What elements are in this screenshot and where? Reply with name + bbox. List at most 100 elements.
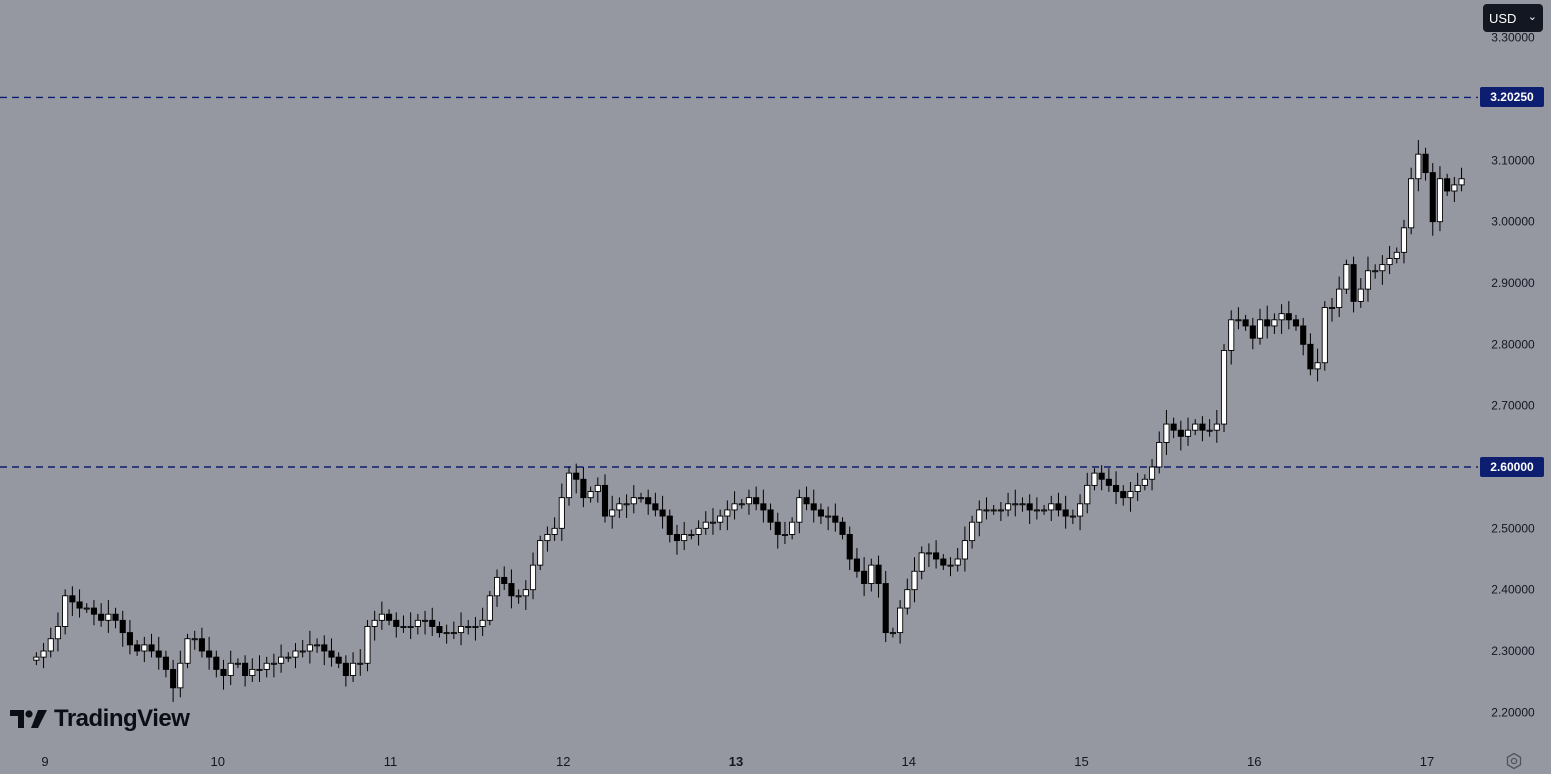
candle[interactable] (134, 639, 141, 656)
candle[interactable] (832, 503, 839, 532)
candle[interactable] (1141, 474, 1148, 491)
candle[interactable] (861, 557, 868, 597)
candle[interactable] (551, 517, 558, 541)
candle[interactable] (573, 463, 580, 494)
candle[interactable] (393, 612, 400, 638)
candle[interactable] (299, 639, 306, 658)
candle[interactable] (249, 658, 256, 682)
candle[interactable] (666, 509, 673, 543)
candle[interactable] (371, 610, 378, 641)
candle[interactable] (386, 609, 393, 626)
candle[interactable] (1127, 482, 1134, 512)
candle[interactable] (645, 489, 652, 515)
candle[interactable] (1005, 492, 1012, 517)
candle[interactable] (1249, 317, 1256, 350)
candle[interactable] (450, 621, 457, 640)
candle[interactable] (789, 517, 796, 540)
candle[interactable] (342, 655, 349, 687)
candle[interactable] (889, 627, 896, 638)
candle[interactable] (839, 517, 846, 540)
candle[interactable] (220, 659, 227, 690)
candle[interactable] (1012, 489, 1019, 517)
candle[interactable] (76, 589, 83, 618)
candle[interactable] (184, 633, 191, 669)
candle[interactable] (422, 610, 429, 635)
candle[interactable] (1084, 472, 1091, 514)
candle[interactable] (709, 508, 717, 535)
candle[interactable] (623, 494, 630, 518)
candle[interactable] (954, 547, 961, 572)
candle[interactable] (1292, 314, 1300, 331)
candle[interactable] (493, 569, 501, 607)
candle[interactable] (1220, 344, 1228, 433)
candle[interactable] (724, 500, 731, 531)
candle[interactable] (270, 653, 277, 678)
candle[interactable] (609, 495, 616, 529)
candle[interactable] (1120, 485, 1127, 506)
candle[interactable] (141, 636, 148, 663)
candle[interactable] (1206, 419, 1213, 437)
candle[interactable] (616, 497, 623, 518)
candle[interactable] (40, 643, 47, 669)
candle[interactable] (1386, 245, 1393, 275)
candle[interactable] (227, 650, 234, 686)
candle[interactable] (1184, 417, 1192, 446)
candle[interactable] (47, 627, 54, 658)
candle[interactable] (429, 607, 436, 636)
candle[interactable] (868, 558, 875, 592)
candle[interactable] (522, 580, 529, 610)
candle[interactable] (198, 627, 205, 658)
candle[interactable] (753, 486, 760, 511)
candle[interactable] (213, 650, 220, 678)
candle[interactable] (529, 552, 537, 600)
candle[interactable] (875, 555, 882, 598)
candle[interactable] (990, 505, 997, 515)
candle[interactable] (479, 607, 486, 636)
candle[interactable] (98, 603, 105, 627)
candle[interactable] (911, 557, 918, 603)
candle[interactable] (817, 503, 824, 525)
candle[interactable] (306, 630, 313, 664)
candle[interactable] (33, 652, 40, 666)
candle[interactable] (961, 526, 968, 572)
candle[interactable] (1415, 140, 1422, 192)
candle[interactable] (1300, 317, 1307, 356)
candle[interactable] (457, 612, 465, 646)
candle[interactable] (673, 524, 681, 555)
candle[interactable] (1328, 298, 1336, 322)
candle[interactable] (904, 578, 911, 615)
candle[interactable] (364, 620, 371, 672)
candle[interactable] (1091, 468, 1098, 491)
candle[interactable] (825, 506, 832, 531)
candle[interactable] (925, 543, 932, 567)
candle[interactable] (681, 521, 688, 551)
candle[interactable] (126, 620, 133, 655)
candle[interactable] (997, 501, 1004, 521)
candle[interactable] (1451, 176, 1458, 203)
candle[interactable] (731, 491, 738, 520)
candle[interactable] (1400, 219, 1408, 264)
candle[interactable] (558, 483, 565, 541)
currency-selector[interactable]: USD ⌄ (1483, 4, 1543, 32)
candle[interactable] (1199, 416, 1206, 442)
candle[interactable] (1364, 256, 1372, 302)
candle[interactable] (594, 477, 601, 503)
candle[interactable] (148, 633, 155, 658)
candle[interactable] (580, 466, 587, 508)
candle[interactable] (1235, 307, 1242, 330)
candle[interactable] (1350, 256, 1357, 313)
candle[interactable] (918, 546, 925, 580)
candle[interactable] (314, 638, 321, 653)
candle[interactable] (810, 489, 817, 523)
candle[interactable] (501, 566, 508, 590)
candle[interactable] (1055, 492, 1062, 517)
candle[interactable] (112, 607, 119, 629)
candle[interactable] (1048, 495, 1055, 521)
candle[interactable] (1134, 472, 1141, 502)
candle[interactable] (1256, 308, 1264, 345)
candle[interactable] (90, 600, 97, 626)
candle[interactable] (601, 474, 609, 523)
candle[interactable] (170, 659, 177, 702)
candle[interactable] (803, 486, 810, 511)
